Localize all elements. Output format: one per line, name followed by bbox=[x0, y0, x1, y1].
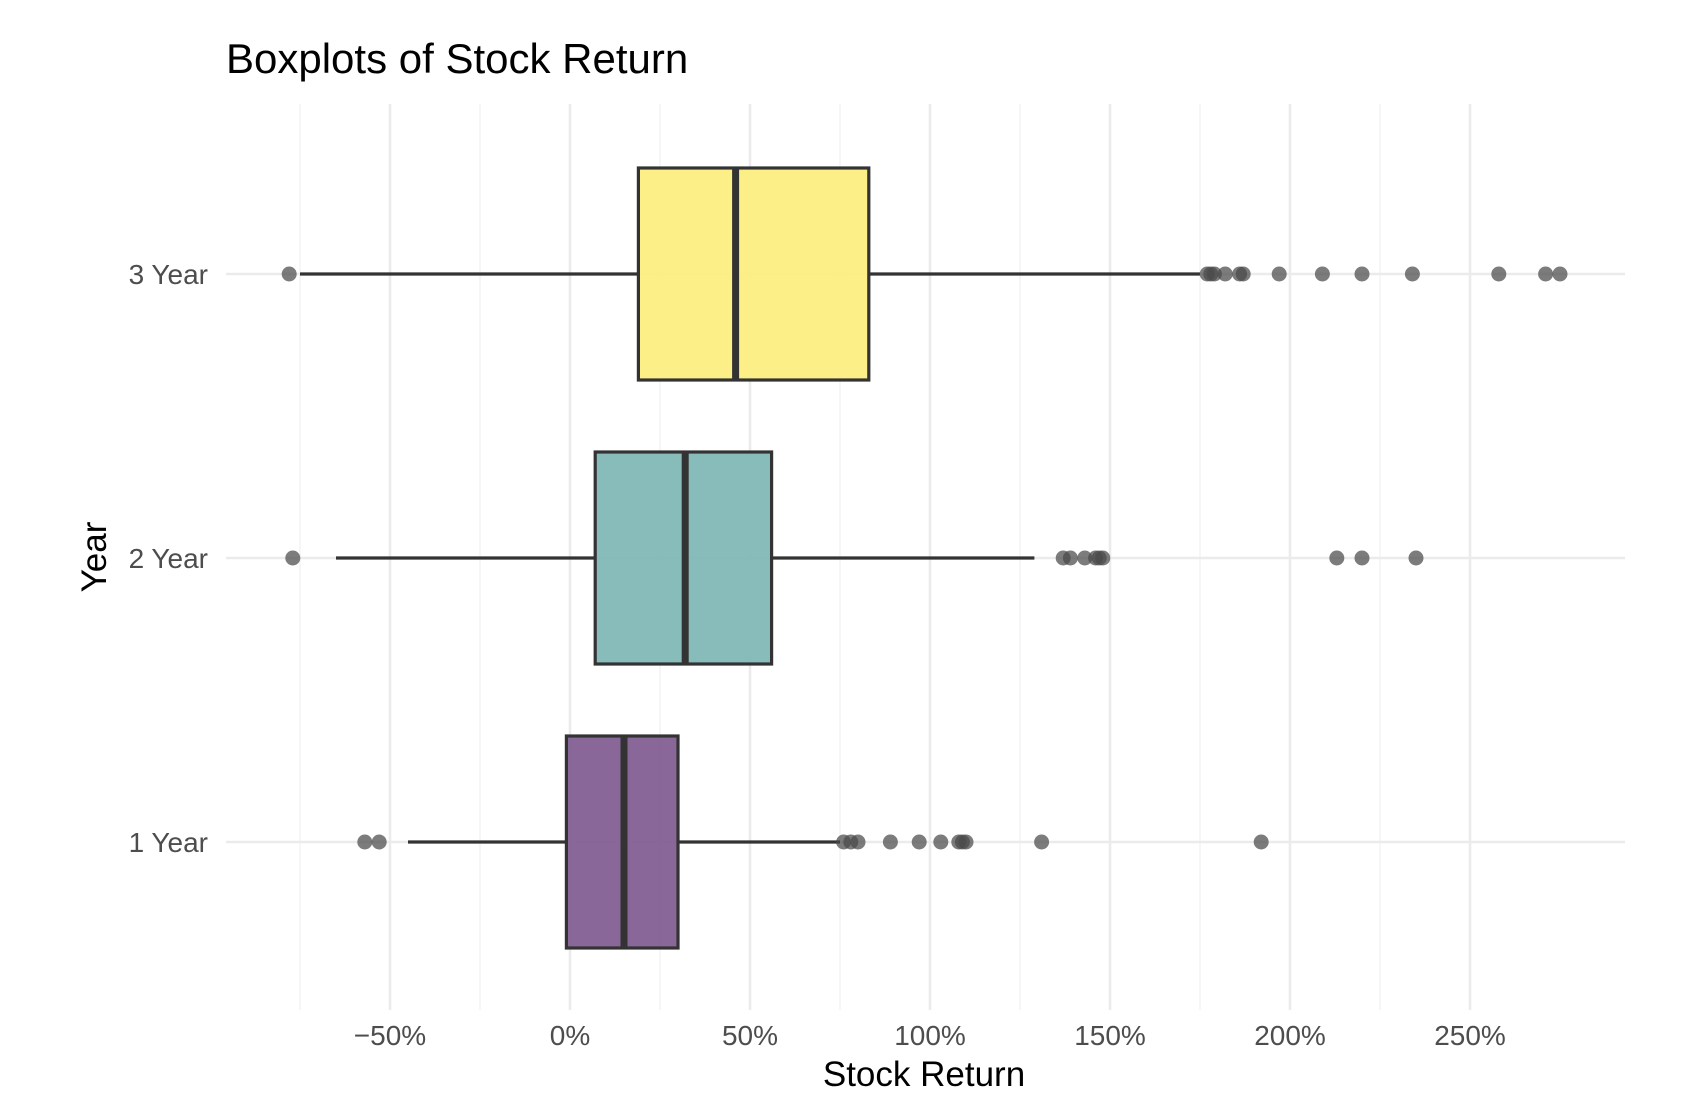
y-axis-title: Year bbox=[75, 521, 114, 592]
y-tick-label: 1 Year bbox=[129, 827, 208, 858]
x-tick-label: 50% bbox=[722, 1020, 778, 1051]
outlier-point bbox=[371, 834, 387, 850]
outlier-point bbox=[1329, 550, 1345, 566]
y-tick-label: 2 Year bbox=[129, 543, 208, 574]
outlier-point bbox=[1034, 834, 1050, 850]
outlier-point bbox=[285, 550, 301, 566]
boxplot-2-year bbox=[285, 450, 1424, 666]
outlier-point bbox=[1062, 550, 1078, 566]
outlier-point bbox=[1095, 550, 1111, 566]
outlier-point bbox=[1217, 266, 1233, 282]
outlier-point bbox=[933, 834, 949, 850]
outlier-point bbox=[1538, 266, 1554, 282]
chart-title: Boxplots of Stock Return bbox=[226, 35, 688, 82]
boxes-layer bbox=[281, 166, 1568, 950]
outlier-point bbox=[911, 834, 927, 850]
outlier-point bbox=[1354, 266, 1370, 282]
outlier-point bbox=[1491, 266, 1507, 282]
outlier-point bbox=[1408, 550, 1424, 566]
boxplot-1-year bbox=[357, 734, 1269, 950]
outlier-point bbox=[1552, 266, 1568, 282]
x-tick-label: 0% bbox=[550, 1020, 590, 1051]
outlier-point bbox=[1235, 266, 1251, 282]
x-tick-label: 250% bbox=[1434, 1020, 1506, 1051]
outlier-point bbox=[281, 266, 297, 282]
outlier-point bbox=[850, 834, 866, 850]
outlier-point bbox=[357, 834, 373, 850]
outlier-point bbox=[1354, 550, 1370, 566]
outlier-point bbox=[1206, 266, 1222, 282]
outlier-point bbox=[958, 834, 974, 850]
outlier-point bbox=[1253, 834, 1269, 850]
x-axis-title: Stock Return bbox=[823, 1055, 1025, 1094]
outlier-point bbox=[1404, 266, 1420, 282]
boxplot-3-year bbox=[281, 166, 1568, 382]
x-tick-label: −50% bbox=[354, 1020, 426, 1051]
outlier-point bbox=[1077, 550, 1093, 566]
outlier-point bbox=[1314, 266, 1330, 282]
y-tick-label: 3 Year bbox=[129, 259, 208, 290]
outlier-point bbox=[1271, 266, 1287, 282]
box bbox=[636, 166, 871, 382]
outlier-point bbox=[882, 834, 898, 850]
x-tick-label: 100% bbox=[894, 1020, 966, 1051]
tick-labels-layer: −50% 0% 50% 100% 150% 200% 250% 1 Year 2 Year 3 Y… bbox=[129, 259, 1506, 1051]
x-tick-label: 150% bbox=[1074, 1020, 1146, 1051]
x-tick-label: 200% bbox=[1254, 1020, 1326, 1051]
